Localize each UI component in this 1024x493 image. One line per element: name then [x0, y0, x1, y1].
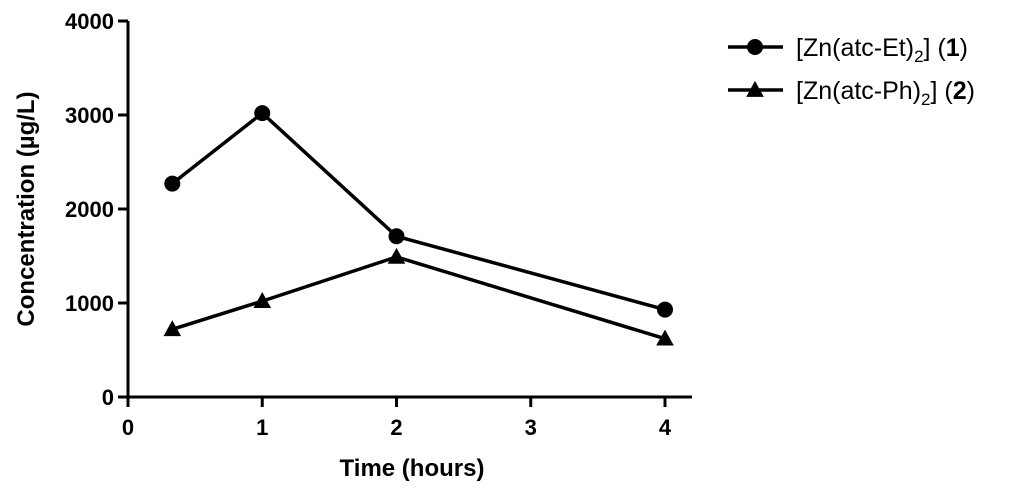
y-axis-title: Concentration (µg/L): [13, 91, 40, 326]
x-tick-label: 2: [390, 415, 402, 440]
y-axis-ticks: 0 1000 2000 3000 4000: [65, 9, 128, 410]
legend-label: [Zn(atc-Et)2] (1): [796, 34, 968, 66]
y-tick-label: 0: [102, 385, 114, 410]
series-layer: [163, 105, 674, 346]
series-1: [164, 105, 673, 318]
y-tick-label: 4000: [65, 9, 114, 34]
series-1-point: [388, 228, 405, 245]
series-2-point: [387, 247, 406, 264]
series-2-point: [656, 329, 674, 346]
series-2-point: [253, 292, 272, 308]
y-tick-label: 1000: [65, 291, 114, 316]
x-tick-label: 4: [659, 415, 672, 440]
series-1-point: [164, 175, 181, 192]
legend-item-2: [Zn(atc-Ph)2] (2): [728, 77, 975, 109]
axes: [126, 21, 692, 399]
legend: [Zn(atc-Et)2] (1) [Zn(atc-Ph)2] (2): [728, 34, 975, 109]
series-2-point: [163, 320, 182, 337]
series-2-line: [171, 255, 666, 341]
series-1-point: [254, 105, 271, 122]
legend-item-1: [Zn(atc-Et)2] (1): [728, 34, 968, 66]
x-tick-label: 3: [525, 415, 537, 440]
x-tick-label: 1: [256, 415, 268, 440]
y-tick-label: 3000: [65, 103, 114, 128]
y-tick-label: 2000: [65, 197, 114, 222]
legend-label: [Zn(atc-Ph)2] (2): [796, 77, 975, 109]
series-1-point: [657, 301, 673, 318]
series-2: [163, 247, 674, 346]
x-axis-title: Time (hours): [340, 455, 485, 482]
series-1-line: [171, 111, 666, 312]
legend-marker: [747, 39, 763, 55]
x-axis-ticks: 0 1 2 3 4: [122, 397, 672, 440]
legend-marker: [746, 80, 764, 97]
x-tick-label: 0: [122, 415, 134, 440]
